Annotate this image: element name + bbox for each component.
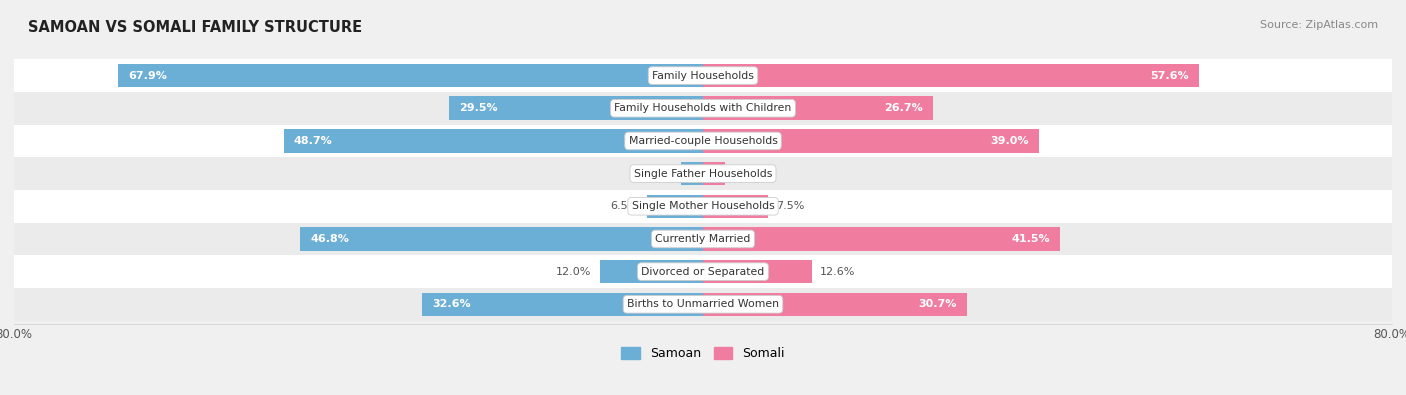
Bar <box>599 260 703 283</box>
Bar <box>449 96 703 120</box>
Bar <box>703 64 1199 87</box>
Text: Family Households: Family Households <box>652 71 754 81</box>
Bar <box>422 293 703 316</box>
Text: 29.5%: 29.5% <box>460 103 498 113</box>
Bar <box>14 288 1392 321</box>
Bar <box>299 227 703 251</box>
Text: Single Father Households: Single Father Households <box>634 169 772 179</box>
Bar <box>14 190 1392 223</box>
Bar <box>14 59 1392 92</box>
Text: 32.6%: 32.6% <box>433 299 471 309</box>
Text: 6.5%: 6.5% <box>610 201 638 211</box>
Bar <box>703 293 967 316</box>
Text: 46.8%: 46.8% <box>311 234 349 244</box>
Bar <box>681 162 703 185</box>
Text: 7.5%: 7.5% <box>776 201 804 211</box>
Text: 26.7%: 26.7% <box>884 103 922 113</box>
Legend: Samoan, Somali: Samoan, Somali <box>616 342 790 365</box>
Text: 48.7%: 48.7% <box>294 136 333 146</box>
Text: Divorced or Separated: Divorced or Separated <box>641 267 765 276</box>
Bar <box>703 129 1039 153</box>
Text: 67.9%: 67.9% <box>128 71 167 81</box>
Bar <box>14 223 1392 255</box>
Text: 12.0%: 12.0% <box>555 267 591 276</box>
Text: Births to Unmarried Women: Births to Unmarried Women <box>627 299 779 309</box>
Bar <box>703 162 724 185</box>
Bar <box>284 129 703 153</box>
Text: 39.0%: 39.0% <box>990 136 1029 146</box>
Text: Family Households with Children: Family Households with Children <box>614 103 792 113</box>
Bar <box>703 260 811 283</box>
Text: Married-couple Households: Married-couple Households <box>628 136 778 146</box>
Text: 12.6%: 12.6% <box>820 267 855 276</box>
Text: 2.6%: 2.6% <box>644 169 672 179</box>
Text: 41.5%: 41.5% <box>1011 234 1050 244</box>
Bar <box>647 194 703 218</box>
Text: 30.7%: 30.7% <box>918 299 957 309</box>
Text: 57.6%: 57.6% <box>1150 71 1188 81</box>
Text: Currently Married: Currently Married <box>655 234 751 244</box>
Bar <box>14 157 1392 190</box>
Bar <box>14 92 1392 124</box>
Bar <box>703 96 934 120</box>
Bar <box>14 124 1392 157</box>
Text: SAMOAN VS SOMALI FAMILY STRUCTURE: SAMOAN VS SOMALI FAMILY STRUCTURE <box>28 20 363 35</box>
Bar <box>703 194 768 218</box>
Bar <box>118 64 703 87</box>
Bar <box>14 255 1392 288</box>
Text: Source: ZipAtlas.com: Source: ZipAtlas.com <box>1260 20 1378 30</box>
Bar <box>703 227 1060 251</box>
Text: 2.5%: 2.5% <box>733 169 762 179</box>
Text: Single Mother Households: Single Mother Households <box>631 201 775 211</box>
